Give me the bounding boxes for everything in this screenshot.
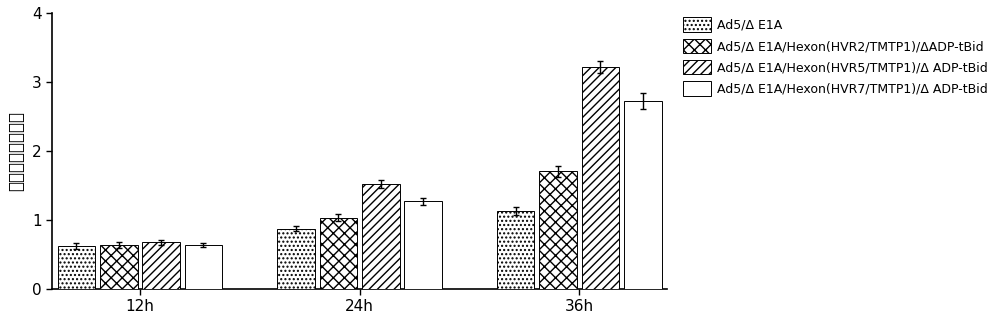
Bar (497, 211, 534, 289)
Y-axis label: 腺病毒相对拷贝数: 腺病毒相对拷贝数 (7, 111, 25, 191)
Bar (362, 184, 400, 289)
Bar (539, 171, 577, 289)
Bar (58, 246, 95, 289)
Bar (404, 201, 442, 289)
Bar (100, 245, 138, 289)
Bar (582, 67, 619, 289)
Legend: Ad5/Δ E1A, Ad5/Δ E1A/Hexon(HVR2/TMTP1)/ΔADP-tBid, Ad5/Δ E1A/Hexon(HVR5/TMTP1)/Δ : Ad5/Δ E1A, Ad5/Δ E1A/Hexon(HVR2/TMTP1)/Δ… (679, 14, 991, 100)
Bar (277, 229, 315, 289)
Bar (142, 242, 180, 289)
Bar (624, 101, 662, 289)
Bar (185, 245, 222, 289)
Bar (320, 218, 357, 289)
